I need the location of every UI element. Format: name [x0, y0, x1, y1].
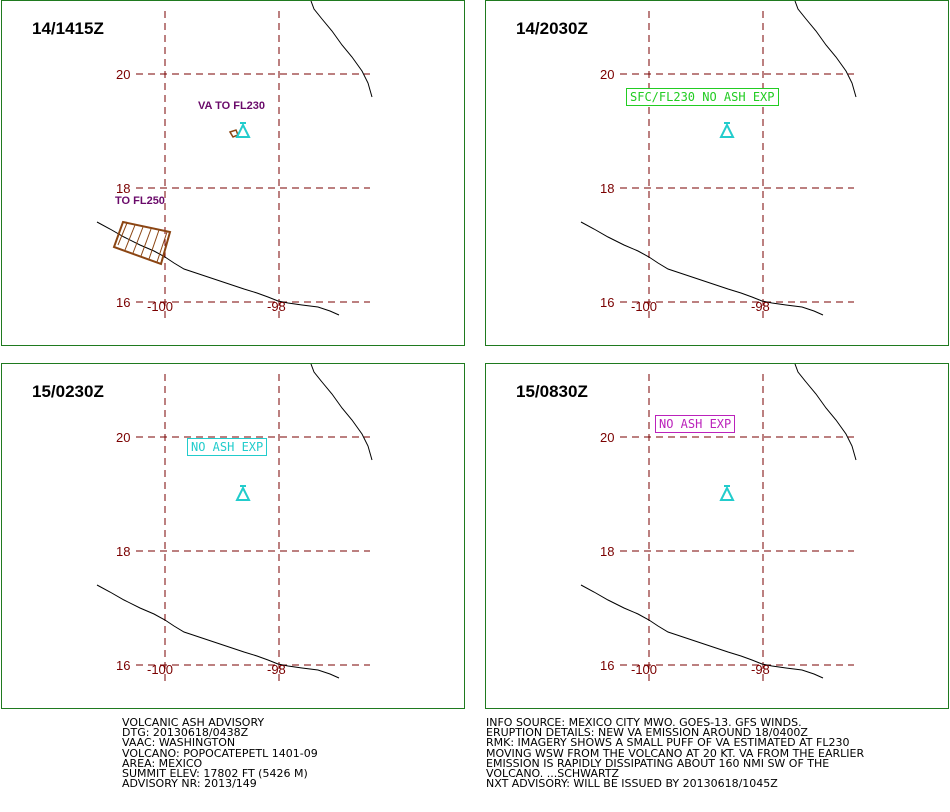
lat-label-20: 20	[116, 67, 131, 82]
advisory-line: MOVING WSW FROM THE VOLCANO AT 20 KT. VA…	[486, 746, 865, 760]
advisory-line: VOLCANIC ASH ADVISORY	[122, 716, 265, 729]
lat-label-18: 18	[600, 181, 615, 196]
map-canvas	[580, 1, 857, 319]
volcano-triangle-icon	[235, 122, 251, 138]
coastline-pacific	[580, 221, 824, 316]
map-panel-2: 14/2030Z 20 18 16 -100 -98 SFC/FL230 NO …	[485, 0, 949, 346]
advisory-line: INFO SOURCE: MEXICO CITY MWO. GOES-13. G…	[486, 716, 802, 729]
advisory-text-right: INFO SOURCE: MEXICO CITY MWO. GOES-13. G…	[486, 716, 865, 791]
advisory-line: VAAC: WASHINGTON	[122, 736, 236, 750]
coastline-pacific	[580, 584, 824, 679]
advisory-line: DTG: 20130618/0438Z	[122, 726, 249, 740]
lat-label-20: 20	[116, 430, 131, 445]
map-panel-4: 15/0830Z 20 18 16 -100 -98 NO ASH EXP	[485, 363, 949, 709]
forecast-box-label: NO ASH EXP	[187, 438, 268, 456]
lat-label-18: 18	[116, 544, 131, 559]
lon-label-98: -98	[751, 662, 770, 677]
lat-label-16: 16	[116, 295, 131, 310]
advisory-text-left: VOLCANIC ASH ADVISORY DTG: 20130618/0438…	[122, 716, 318, 791]
panel-time: 15/0830Z	[516, 382, 588, 401]
ash-area-outline	[112, 220, 172, 266]
advisory-line: VOLCANO: POPOCATEPETL 1401-09	[122, 746, 318, 760]
lat-label-16: 16	[600, 295, 615, 310]
lon-label-98: -98	[267, 299, 286, 314]
coastline-east	[310, 364, 373, 461]
advisory-line: ADVISORY NR: 2013/149	[122, 777, 257, 791]
advisory-line: VOLCANO. ...SCHWARTZ	[486, 766, 620, 780]
lat-label-18: 18	[116, 181, 131, 196]
advisory-line: RMK: IMAGERY SHOWS A SMALL PUFF OF VA ES…	[486, 736, 850, 750]
lat-label-16: 16	[600, 658, 615, 673]
lon-label-98: -98	[267, 662, 286, 677]
coastline-east	[794, 1, 857, 98]
map-canvas	[580, 364, 857, 682]
lat-label-16: 16	[116, 658, 131, 673]
forecast-box-label: SFC/FL230 NO ASH EXP	[626, 88, 779, 106]
volcano-triangle-icon	[719, 485, 735, 501]
map-canvas	[96, 1, 373, 319]
lon-label-100: -100	[631, 299, 658, 314]
coastline-pacific	[96, 221, 340, 316]
volcano-triangle-icon	[235, 485, 251, 501]
advisory-line: AREA: MEXICO	[122, 756, 203, 770]
lat-label-20: 20	[600, 67, 615, 82]
lat-label-18: 18	[600, 544, 615, 559]
panel-time: 14/2030Z	[516, 19, 588, 38]
lon-label-100: -100	[147, 662, 174, 677]
forecast-box-label: NO ASH EXP	[655, 415, 736, 433]
ash-label-va-to-fl230: VA TO FL230	[198, 100, 266, 112]
panel-time: 15/0230Z	[32, 382, 104, 401]
map-panel-1: 14/1415Z 20 18 16 -100 -98 VA TO FL230 T…	[1, 0, 465, 346]
coastline-east	[794, 364, 857, 461]
map-canvas	[96, 364, 373, 682]
ash-label-to-fl250: TO FL250	[115, 195, 165, 207]
lon-label-100: -100	[631, 662, 658, 677]
advisory-line: SUMMIT ELEV: 17802 FT (5426 M)	[122, 766, 308, 780]
coastline-east	[310, 1, 373, 98]
advisory-line: NXT ADVISORY: WILL BE ISSUED BY 20130618…	[486, 777, 778, 791]
volcano-triangle-icon	[719, 122, 735, 138]
coastline-pacific	[96, 584, 340, 679]
advisory-line: ERUPTION DETAILS: NEW VA EMISSION AROUND…	[486, 726, 808, 740]
lon-label-100: -100	[147, 299, 174, 314]
lat-label-20: 20	[600, 430, 615, 445]
advisory-line: EMISSION IS RAPIDLY DISSIPATING ABOUT 16…	[486, 756, 830, 770]
lon-label-98: -98	[751, 299, 770, 314]
map-panel-3: 15/0230Z 20 18 16 -100 -98 NO ASH EXP	[1, 363, 465, 709]
panel-time: 14/1415Z	[32, 19, 104, 38]
